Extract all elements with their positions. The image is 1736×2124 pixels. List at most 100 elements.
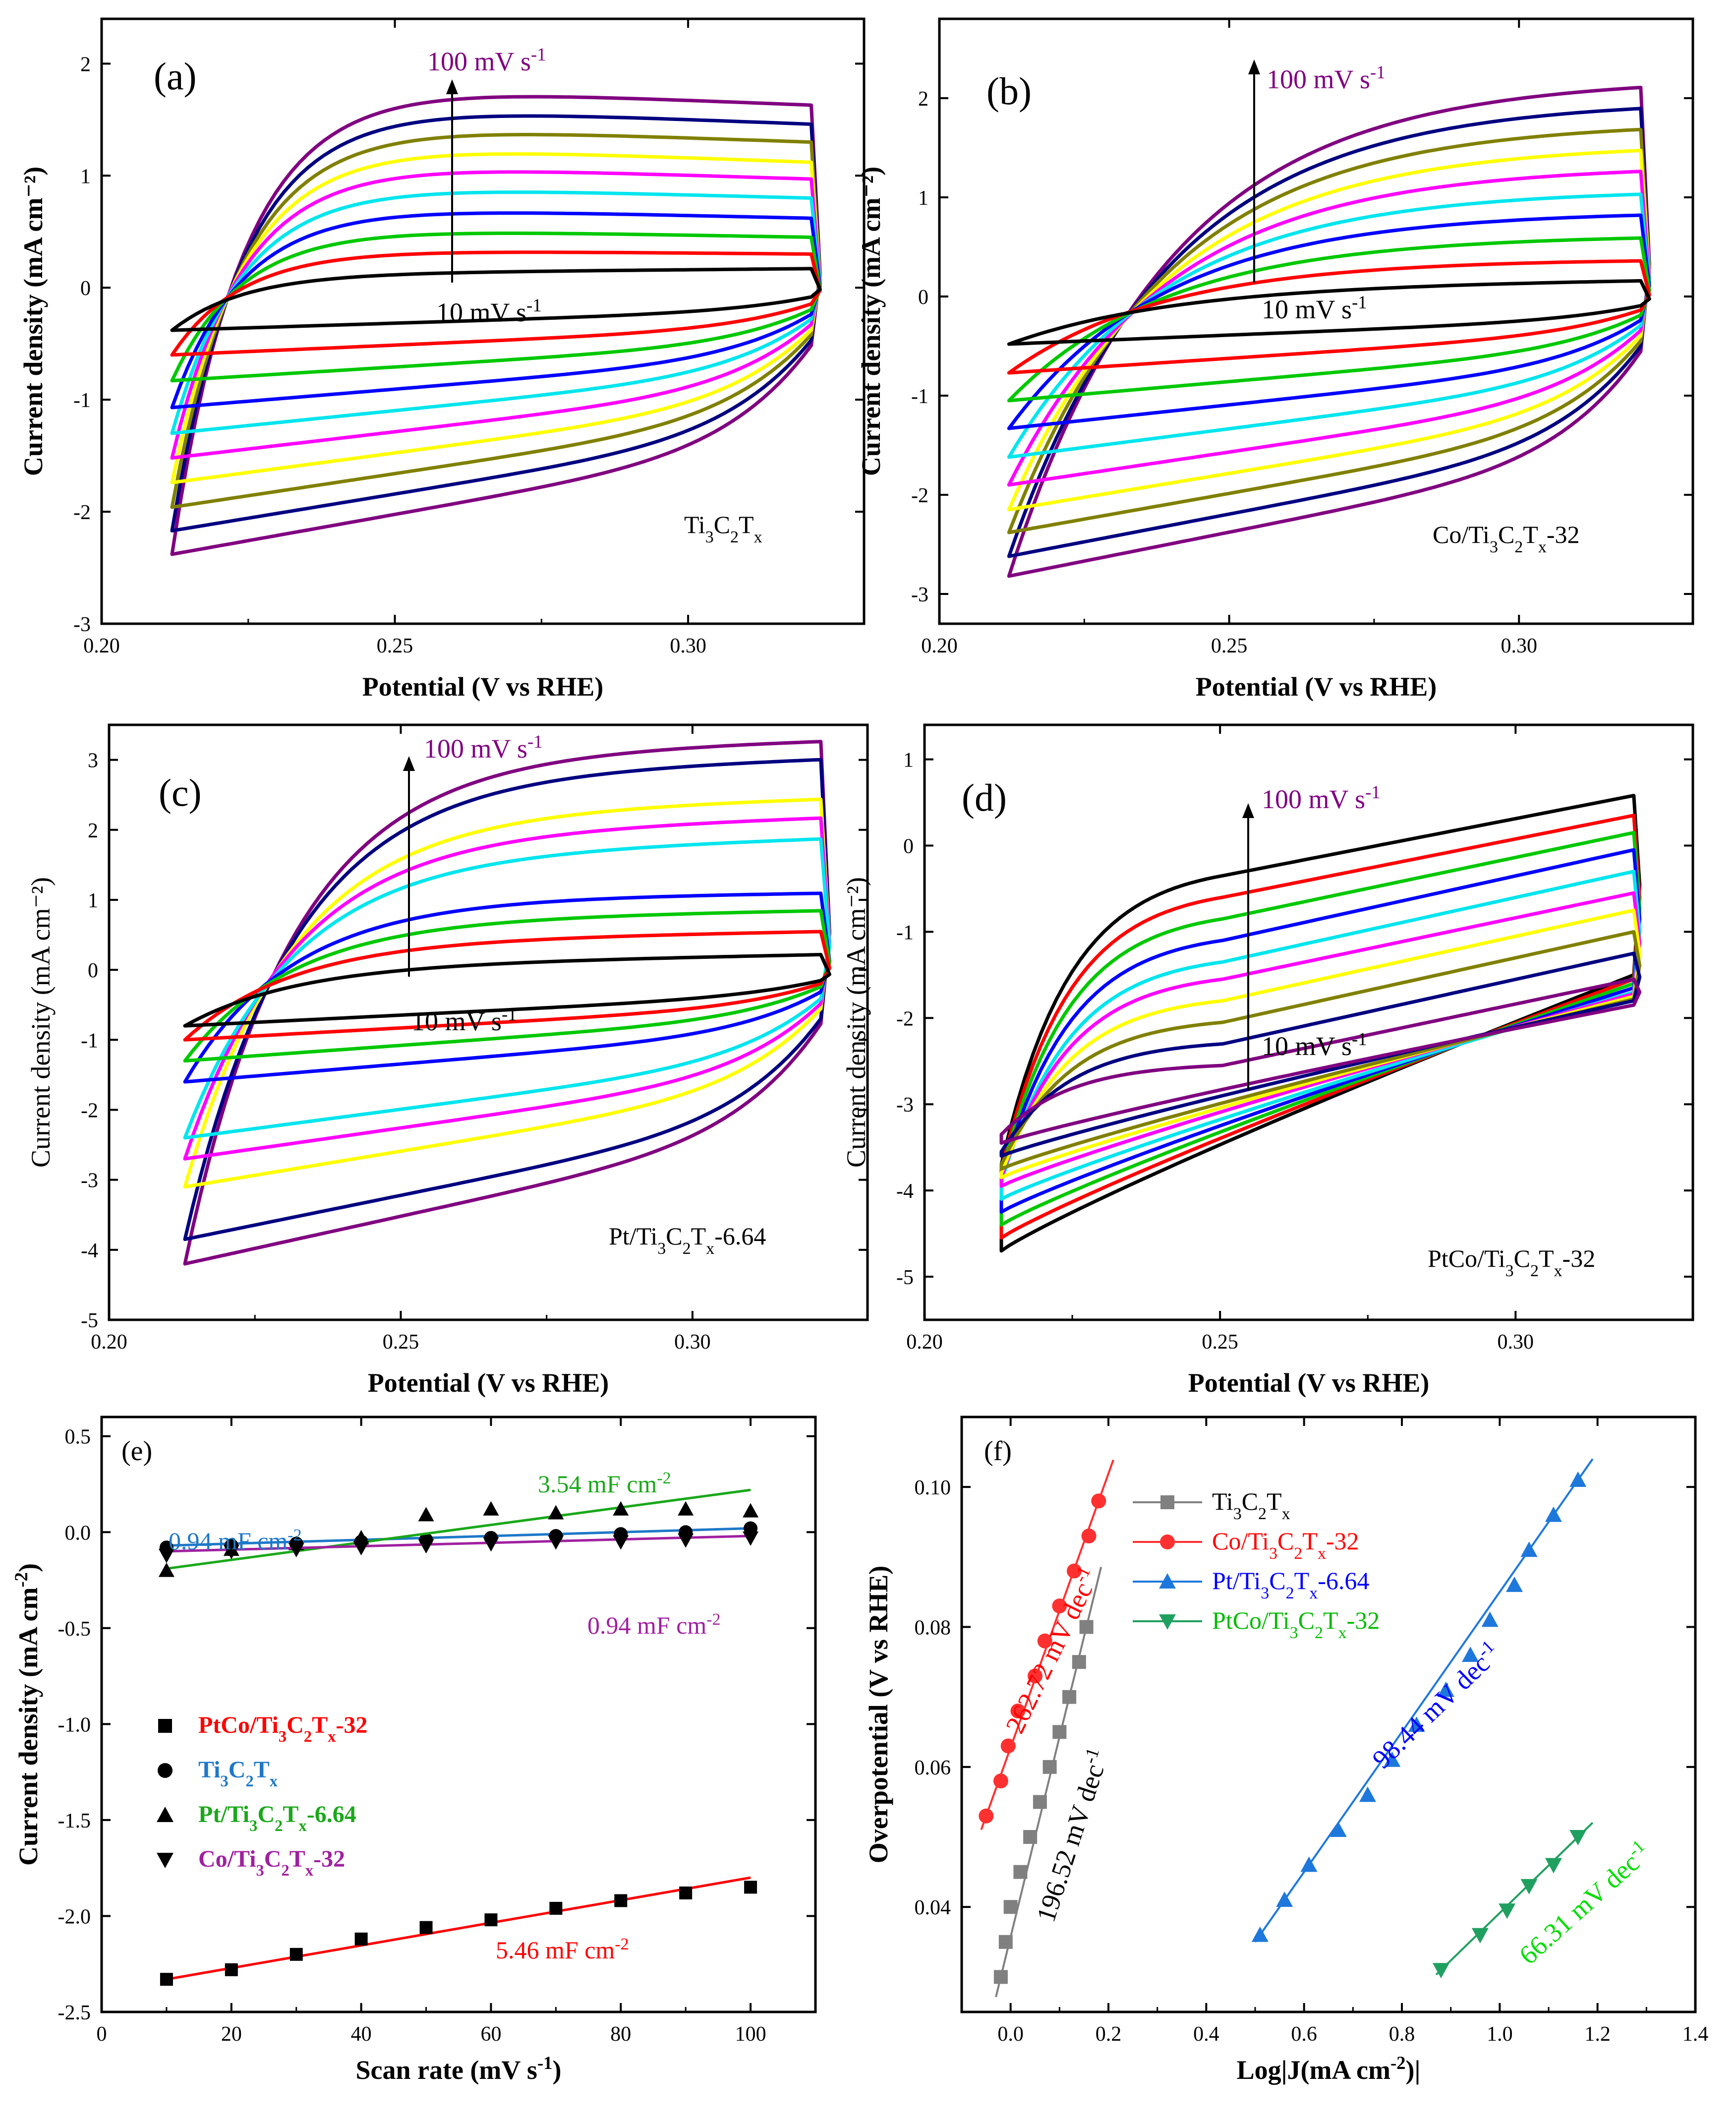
y-axis-title: Current density (mA cm⁻²): [26, 877, 56, 1168]
data-point: [1276, 1891, 1293, 1907]
cv-curve-s2: [999, 814, 1642, 1240]
data-point: [1330, 1821, 1347, 1837]
arrow-head: [1242, 803, 1254, 818]
y-tick-label: 0.5: [65, 1426, 91, 1449]
y-axis-title: Current density (mA cm-2): [11, 1563, 44, 1866]
panel-label: (b): [986, 69, 1032, 113]
y-tick-label: 0.04: [915, 1896, 951, 1919]
x-tick-label: 0.25: [383, 1331, 419, 1354]
data-point: [158, 1562, 174, 1577]
y-tick-label: 1: [88, 889, 98, 912]
data-point: [549, 1901, 563, 1915]
plot-frame: [108, 723, 869, 1321]
data-point: [743, 1503, 759, 1518]
data-point: [1091, 1493, 1106, 1509]
cv-curves: [170, 95, 822, 556]
data-point: [1481, 1611, 1499, 1627]
x-axis-title: Scan rate (mV s-1): [355, 2053, 561, 2085]
y-tick-label: -5: [896, 1266, 914, 1289]
plot-frame: [960, 1416, 1697, 2013]
cv-curve-20-mV-s-1: [183, 930, 831, 1042]
data-point: [678, 1501, 694, 1516]
x-tick-label: 20: [221, 2023, 242, 2046]
data-point: [1028, 1668, 1042, 1684]
x-tick-label: 0.0: [997, 2023, 1024, 2046]
cv-curves: [1007, 85, 1651, 578]
x-axis-title: Potential (V vs RHE): [368, 1368, 609, 1398]
data-point: [160, 1973, 173, 1986]
y-tick-label: -4: [896, 1180, 914, 1203]
y-axis-title: Current density (mA cm⁻²): [18, 167, 48, 476]
arrow-bottom-label: 10 mV s-1: [436, 295, 542, 328]
x-tick-label: 0: [97, 2023, 107, 2046]
y-tick-label: 0: [80, 277, 91, 300]
data-point: [1042, 1760, 1057, 1774]
fit-line: [166, 1534, 751, 1553]
y-tick-label: 3: [88, 750, 98, 772]
data-point: [1505, 1576, 1523, 1592]
plot-frame: [100, 17, 866, 625]
data-point: [998, 1935, 1013, 1949]
legend-entry: Co/Ti3C2Tx-32: [1212, 1527, 1359, 1563]
panel-a: 0.20 0.25 0.30 -3 -2 -1 0 1 2 Potential (V vs RHE…: [18, 17, 866, 702]
y-tick-label: 2: [80, 53, 91, 76]
panel-label: (a): [154, 55, 197, 98]
y-tick-label: 2: [88, 820, 98, 842]
arrow-bottom-label: 10 mV s-1: [411, 1004, 517, 1037]
legend-entry: PtCo/Ti3C2Tx-32: [1212, 1606, 1380, 1642]
data-point: [1300, 1856, 1318, 1872]
cv-curves: [183, 740, 831, 1266]
legend-marker: [1159, 1614, 1176, 1630]
data-point: [1033, 1795, 1047, 1809]
y-tick-label: -2: [73, 501, 91, 524]
data-point: [1545, 1506, 1562, 1522]
legend-entry: Pt/Ti3C2Tx-6.64: [198, 1801, 356, 1835]
data-point: [979, 1808, 994, 1824]
data-point: [1471, 1928, 1489, 1944]
data-point: [993, 1970, 1008, 1984]
panel-d: 0.20 0.25 0.30 -5 -4 -3 -2 -1 0 1 Potential (V vs …: [841, 723, 1694, 1398]
data-point: [418, 1507, 434, 1522]
y-tick-label: 0.0: [65, 1522, 91, 1544]
legend-entry: Pt/Ti3C2Tx-6.64: [1212, 1567, 1369, 1602]
data-point: [1359, 1786, 1376, 1802]
x-tick-label: 0.4: [1193, 2023, 1219, 2046]
data-point: [1062, 1690, 1077, 1704]
data-point: [613, 1501, 629, 1516]
plot-frame: [938, 17, 1694, 625]
panel-label: (f): [984, 1436, 1012, 1467]
tafel-slope-label: 66.31 mV dec-1: [1511, 1835, 1656, 1970]
data-point: [678, 1533, 694, 1548]
fit-line: [166, 1876, 751, 1981]
data-point: [1003, 1900, 1018, 1914]
data-point: [225, 1963, 238, 1976]
x-tick-label: 0.30: [670, 635, 706, 657]
legend-marker: [1159, 1573, 1176, 1589]
legend-entry: Co/Ti3C2Tx-32: [198, 1846, 345, 1880]
arrow-head: [403, 756, 415, 771]
data-point: [993, 1773, 1008, 1789]
y-tick-label: -3: [81, 1170, 98, 1192]
arrow-bottom-label: 10 mV s-1: [1262, 1029, 1367, 1062]
x-axis-title: Log|J(mA cm-2)|: [1237, 2053, 1421, 2085]
x-tick-label: 0.25: [1211, 635, 1248, 657]
data-point: [483, 1537, 499, 1552]
data-point: [679, 1887, 693, 1899]
x-tick-label: 0.20: [921, 635, 958, 657]
cv-curve-90-mV-s-1: [183, 758, 831, 1241]
panel-c: 0.20 0.25 0.30 -5 -4 -3 -2 -1 0 1 2 3 Potential (V v…: [26, 723, 869, 1398]
legend-marker: [158, 1763, 173, 1778]
y-tick-label: -1.5: [58, 1810, 91, 1832]
data-point: [353, 1530, 369, 1544]
x-tick-label: 0.20: [906, 1331, 943, 1354]
y-tick-label: 2: [918, 88, 928, 111]
y-tick-label: -1: [896, 921, 914, 944]
data-point: [744, 1881, 757, 1894]
data-point: [548, 1505, 564, 1520]
data-point: [1023, 1830, 1038, 1844]
data-point: [1408, 1716, 1425, 1732]
y-tick-label: -4: [81, 1239, 98, 1262]
data-point: [289, 1947, 303, 1961]
cv-curve-10-mV-s-1: [183, 952, 831, 1028]
